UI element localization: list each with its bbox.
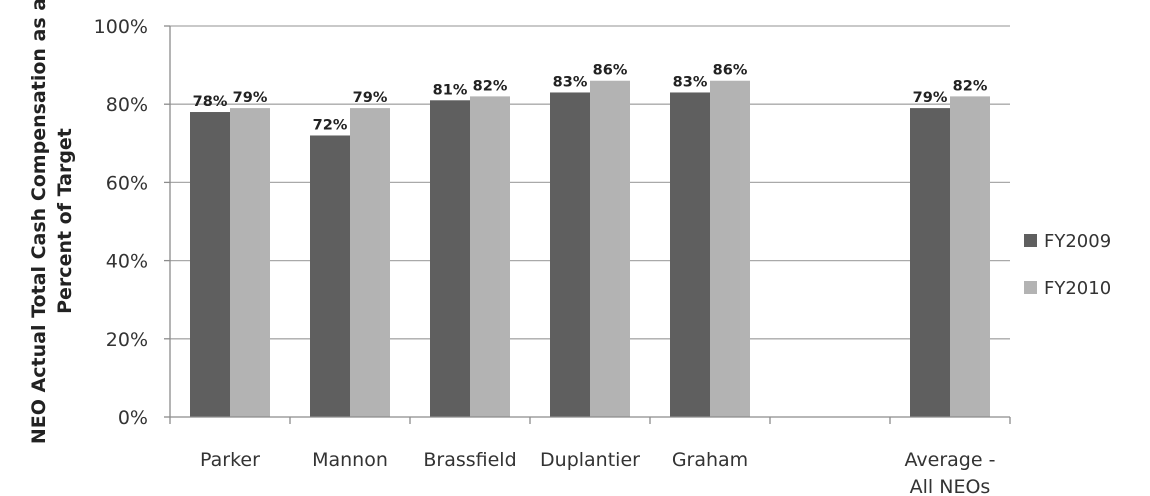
y-tick-label: 60%: [106, 172, 148, 194]
legend-swatch-fy2010: [1024, 281, 1037, 294]
bars: [190, 80, 990, 418]
x-tick-label: Duplantier: [540, 449, 640, 471]
y-tick-label: 80%: [106, 94, 148, 116]
x-tick-label: Graham: [672, 449, 748, 471]
legend: FY2009 FY2010: [1024, 231, 1111, 299]
x-tick-label: Mannon: [312, 449, 388, 471]
data-label: 86%: [713, 63, 748, 79]
bar-fy2009: [670, 92, 710, 417]
x-tick-label: Parker: [200, 449, 260, 471]
bar-fy2010: [590, 80, 630, 418]
data-label: 81%: [433, 82, 468, 98]
legend-label: FY2010: [1044, 278, 1111, 299]
axes: [164, 25, 1011, 424]
bar-fy2009: [550, 92, 590, 417]
data-label: 72%: [313, 117, 348, 133]
x-tick-label: Brassfield: [423, 449, 516, 471]
data-label: 79%: [353, 90, 388, 106]
y-tick-label: 40%: [106, 251, 148, 273]
data-label: 83%: [553, 74, 588, 90]
bar-fy2009: [190, 112, 230, 418]
data-label: 79%: [233, 90, 268, 106]
data-label: 82%: [473, 78, 508, 94]
data-label: 79%: [913, 90, 948, 106]
y-axis-title-line: NEO Actual Total Cash Compensation as a: [28, 0, 50, 444]
data-label: 78%: [193, 94, 228, 110]
bar-fy2010: [350, 108, 390, 418]
y-axis-title-line: Percent of Target: [54, 128, 76, 314]
legend-swatch-fy2009: [1024, 234, 1037, 247]
labels: 0% 20% 40% 60% 80% 100% 78% 79% Parker 72% 79% Mann…: [28, 0, 995, 496]
bar-fy2009: [310, 135, 350, 418]
y-tick-label: 100%: [94, 16, 148, 38]
bar-fy2010: [710, 80, 750, 418]
y-tick-label: 20%: [106, 329, 148, 351]
bar-fy2010: [950, 96, 990, 417]
x-tick-label: Average -: [905, 449, 996, 471]
bar-fy2010: [470, 96, 510, 417]
x-tick-label: All NEOs: [910, 476, 991, 496]
legend-label: FY2009: [1044, 231, 1111, 252]
bar-fy2010: [230, 108, 270, 418]
y-tick-label: 0%: [118, 407, 148, 429]
bar-fy2009: [430, 100, 470, 417]
data-label: 82%: [953, 78, 988, 94]
bar-fy2009: [910, 108, 950, 418]
data-label: 83%: [673, 74, 708, 90]
data-label: 86%: [593, 63, 628, 79]
